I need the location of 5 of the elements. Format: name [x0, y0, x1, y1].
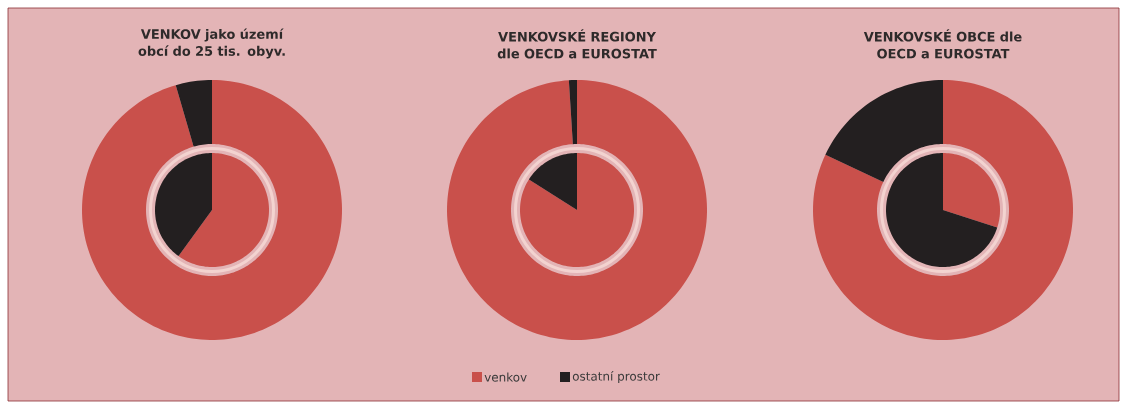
legend-label: venkov: [484, 372, 527, 382]
chart-title: VENKOVSKÉ OBCE dle OECD a EUROSTAT: [863, 29, 1022, 59]
legend-label: ostatní prostor: [572, 370, 660, 384]
chart-title: VENKOVSKÉ REGIONY dle OECD a EUROSTAT: [497, 29, 657, 59]
chart-title: VENKOV jako území obcí do 25 tis. obyv.: [138, 28, 285, 59]
